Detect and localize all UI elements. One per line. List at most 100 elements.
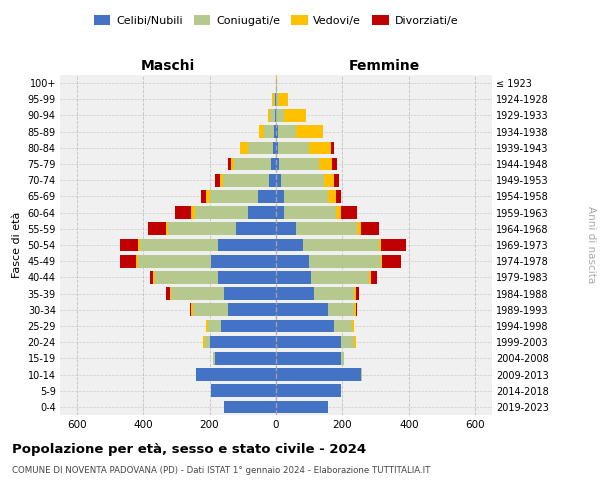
- Bar: [215, 174, 220, 186]
- Bar: [213, 352, 215, 364]
- Bar: [276, 384, 341, 397]
- Bar: [324, 174, 334, 186]
- Bar: [276, 222, 296, 235]
- Bar: [223, 174, 269, 186]
- Bar: [191, 206, 194, 219]
- Bar: [272, 93, 274, 106]
- Bar: [208, 320, 221, 332]
- Bar: [276, 336, 341, 348]
- Bar: [248, 206, 276, 219]
- Bar: [209, 190, 258, 202]
- Bar: [276, 158, 280, 170]
- Bar: [276, 288, 314, 300]
- Text: Maschi: Maschi: [141, 60, 195, 74]
- Bar: [276, 206, 284, 219]
- Bar: [309, 142, 331, 154]
- Bar: [211, 384, 276, 397]
- Bar: [278, 126, 296, 138]
- Bar: [302, 238, 379, 252]
- Bar: [193, 304, 228, 316]
- Text: Femmine: Femmine: [349, 60, 419, 74]
- Bar: [352, 320, 354, 332]
- Bar: [276, 174, 281, 186]
- Bar: [258, 190, 276, 202]
- Bar: [240, 142, 248, 154]
- Bar: [319, 158, 332, 170]
- Bar: [371, 271, 377, 283]
- Bar: [361, 222, 379, 235]
- Bar: [150, 271, 153, 283]
- Bar: [148, 222, 166, 235]
- Bar: [209, 336, 276, 348]
- Bar: [334, 174, 339, 186]
- Bar: [270, 109, 275, 122]
- Bar: [271, 158, 276, 170]
- Text: Anni di nascita: Anni di nascita: [586, 206, 596, 284]
- Bar: [296, 222, 358, 235]
- Bar: [276, 368, 361, 381]
- Bar: [276, 304, 328, 316]
- Bar: [354, 304, 356, 316]
- Bar: [203, 336, 205, 348]
- Bar: [206, 320, 208, 332]
- Bar: [172, 288, 224, 300]
- Bar: [196, 368, 276, 381]
- Bar: [155, 271, 218, 283]
- Bar: [170, 288, 172, 300]
- Bar: [235, 158, 271, 170]
- Bar: [278, 142, 309, 154]
- Bar: [221, 320, 276, 332]
- Bar: [201, 190, 206, 202]
- Bar: [190, 304, 191, 316]
- Bar: [274, 142, 276, 154]
- Legend: Celibi/Nubili, Coniugati/e, Vedovi/e, Divorziati/e: Celibi/Nubili, Coniugati/e, Vedovi/e, Di…: [89, 10, 463, 30]
- Bar: [276, 255, 309, 268]
- Bar: [276, 142, 278, 154]
- Y-axis label: Fasce di età: Fasce di età: [12, 212, 22, 278]
- Bar: [379, 238, 380, 252]
- Bar: [276, 109, 284, 122]
- Bar: [274, 126, 276, 138]
- Bar: [380, 238, 406, 252]
- Bar: [284, 206, 336, 219]
- Bar: [228, 304, 276, 316]
- Bar: [382, 255, 401, 268]
- Bar: [248, 142, 274, 154]
- Bar: [358, 222, 361, 235]
- Bar: [332, 158, 337, 170]
- Bar: [153, 271, 155, 283]
- Bar: [331, 142, 334, 154]
- Bar: [314, 288, 354, 300]
- Bar: [284, 109, 306, 122]
- Bar: [341, 336, 354, 348]
- Bar: [275, 109, 276, 122]
- Bar: [328, 304, 354, 316]
- Text: Popolazione per età, sesso e stato civile - 2024: Popolazione per età, sesso e stato civil…: [12, 442, 366, 456]
- Bar: [218, 271, 276, 283]
- Bar: [276, 93, 278, 106]
- Bar: [276, 271, 311, 283]
- Bar: [166, 222, 168, 235]
- Bar: [354, 288, 356, 300]
- Bar: [274, 93, 275, 106]
- Bar: [268, 109, 270, 122]
- Bar: [120, 255, 136, 268]
- Bar: [276, 126, 278, 138]
- Bar: [276, 190, 284, 202]
- Bar: [168, 222, 236, 235]
- Bar: [166, 288, 170, 300]
- Bar: [269, 174, 276, 186]
- Bar: [336, 206, 341, 219]
- Bar: [228, 158, 231, 170]
- Bar: [361, 368, 362, 381]
- Bar: [276, 352, 341, 364]
- Bar: [276, 238, 302, 252]
- Bar: [280, 158, 319, 170]
- Bar: [138, 255, 211, 268]
- Bar: [341, 352, 344, 364]
- Bar: [211, 255, 276, 268]
- Bar: [120, 238, 138, 252]
- Bar: [276, 77, 277, 90]
- Bar: [191, 304, 193, 316]
- Bar: [356, 304, 358, 316]
